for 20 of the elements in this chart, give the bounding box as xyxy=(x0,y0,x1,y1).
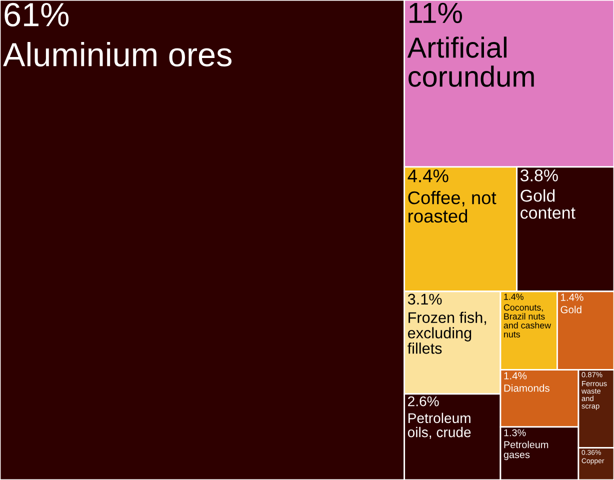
category-label: Gold content xyxy=(520,189,576,219)
category-label: Coffee, not roasted xyxy=(408,190,496,223)
data-label: 1.4% xyxy=(561,294,584,301)
data-label: 4.4% xyxy=(408,169,448,182)
data-label: 3.8% xyxy=(520,169,558,182)
data-label: 1.4% xyxy=(504,294,524,300)
category-label: Artificial corundum xyxy=(407,36,534,87)
category-label: Frozen fish, excluding fillets xyxy=(408,312,486,354)
data-label: 1.4% xyxy=(504,372,527,380)
category-label: Coconuts, Brazil nuts and cashew nuts xyxy=(504,304,552,338)
category-label: Aluminium ores xyxy=(3,42,232,66)
category-label: Gold xyxy=(560,306,582,314)
category-label: Diamonds xyxy=(504,384,550,392)
data-label: 61% xyxy=(4,2,69,26)
category-label: Petroleum oils, crude xyxy=(408,412,471,439)
data-label: 11% xyxy=(410,2,462,24)
data-label: 3.1% xyxy=(408,294,442,305)
data-label: 1.3% xyxy=(504,429,526,436)
category-label: Petroleum gases xyxy=(504,440,548,460)
data-label: 2.6% xyxy=(408,396,439,406)
